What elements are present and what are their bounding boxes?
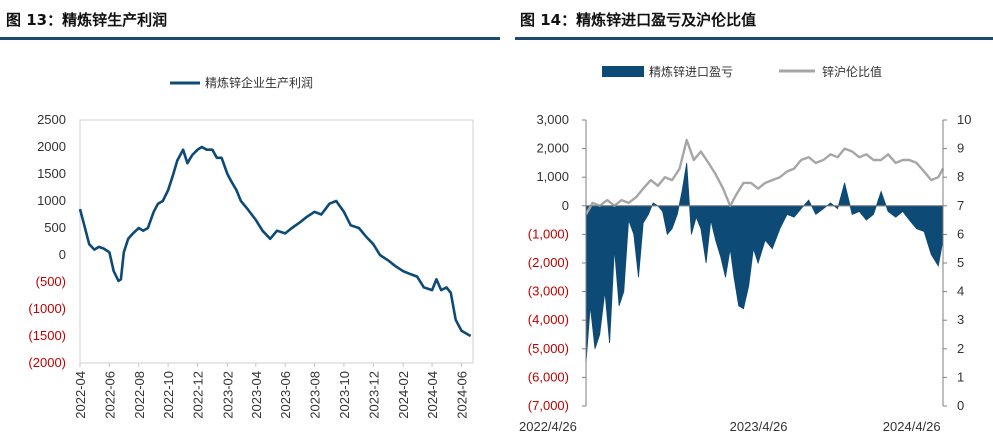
profit-y-tick-label: 1500 xyxy=(37,166,66,181)
profit-chart-legend: 精炼锌企业生产利润 xyxy=(170,75,313,90)
legend-label-import-profit: 精炼锌进口盈亏 xyxy=(649,64,733,79)
profit-x-tick-label: 2024-04 xyxy=(425,371,440,419)
profit-y-tick-label: 2000 xyxy=(37,139,66,154)
profit-x-tick-label: 2023-08 xyxy=(308,371,323,419)
profit-x-tick-label: 2023-10 xyxy=(337,371,352,419)
profit-y-tick-label: 2500 xyxy=(37,112,66,127)
ratio-y-tick-label: 0 xyxy=(957,398,964,413)
profit-x-tick-label: 2022-04 xyxy=(73,371,88,419)
import-y-tick-label: (1,000) xyxy=(528,226,569,241)
import-chart-legend: 精炼锌进口盈亏 锌沪伦比值 xyxy=(602,64,882,79)
profit-y-tick-label: 0 xyxy=(59,247,66,262)
profit-y-tick-label: (2000) xyxy=(28,355,66,370)
ratio-y-tick-label: 7 xyxy=(957,198,964,213)
profit-x-tick-label: 2023-02 xyxy=(220,371,235,419)
profit-x-tick-label: 2023-04 xyxy=(249,371,264,419)
import-x-tick-label: 2024/4/26 xyxy=(883,419,941,434)
legend-label-ratio: 锌沪伦比值 xyxy=(822,64,882,79)
left-chart-title: 图 13：精炼锌生产利润 xyxy=(6,11,168,29)
profit-x-tick-label: 2022-08 xyxy=(132,371,147,419)
profit-y-tick-label: (1000) xyxy=(28,301,66,316)
legend-swatch-import-profit xyxy=(602,66,644,77)
import-profit-area xyxy=(585,162,944,364)
profit-x-tick-label: 2022-06 xyxy=(102,371,117,419)
import-y-tick-label: 2,000 xyxy=(536,141,569,156)
import-y-tick-label: (2,000) xyxy=(528,255,569,270)
import-chart-axes: 3,000 2,000 1,000 0 (1,000) (2,000) (3,000) (4,… xyxy=(519,112,971,434)
right-chart-title: 图 14：精炼锌进口盈亏及沪伦比值 xyxy=(520,11,757,29)
profit-y-tick-label: 1000 xyxy=(37,193,66,208)
profit-x-tick-label: 2023-12 xyxy=(366,371,381,419)
import-y-tick-label: (6,000) xyxy=(528,369,569,384)
ratio-y-tick-label: 3 xyxy=(957,312,964,327)
profit-plot-frame xyxy=(79,119,474,364)
ratio-y-tick-label: 2 xyxy=(957,341,964,356)
profit-x-tick-label: 2024-06 xyxy=(454,371,469,419)
import-y-tick-label: (5,000) xyxy=(528,341,569,356)
profit-x-tick-label: 2024-02 xyxy=(396,371,411,419)
ratio-y-tick-label: 8 xyxy=(957,169,964,184)
ratio-y-tick-label: 6 xyxy=(957,226,964,241)
profit-chart-marks xyxy=(78,145,472,338)
ratio-y-tick-label: 5 xyxy=(957,255,964,270)
profit-y-tick-label: 500 xyxy=(44,220,66,235)
import-x-tick-label: 2023/4/26 xyxy=(730,419,788,434)
right-title-rule xyxy=(515,37,993,40)
profit-x-tick-label: 2023-06 xyxy=(278,371,293,419)
ratio-y-tick-label: 10 xyxy=(957,112,971,127)
ratio-series-line xyxy=(584,138,945,215)
import-y-tick-label: 0 xyxy=(562,198,569,213)
ratio-y-tick-label: 9 xyxy=(957,141,964,156)
profit-y-tick-label: (500) xyxy=(36,274,66,289)
profit-x-tick-label: 2022-12 xyxy=(191,371,206,419)
import-y-tick-label: 3,000 xyxy=(536,112,569,127)
profit-series-line xyxy=(78,145,472,338)
profit-chart-axes: 2500 2000 1500 1000 500 0 (500) (1000) (1500) (20… xyxy=(28,112,474,419)
profit-y-tick-label: (1500) xyxy=(28,328,66,343)
import-y-tick-label: (3,000) xyxy=(528,284,569,299)
import-y-tick-label: 1,000 xyxy=(536,169,569,184)
left-title-rule xyxy=(0,37,500,40)
legend-label-profit: 精炼锌企业生产利润 xyxy=(205,75,313,90)
ratio-y-tick-label: 1 xyxy=(957,369,964,384)
import-x-tick-label: 2022/4/26 xyxy=(519,419,577,434)
import-y-tick-label: (4,000) xyxy=(528,312,569,327)
ratio-y-tick-label: 4 xyxy=(957,284,964,299)
import-y-tick-label: (7,000) xyxy=(528,398,569,413)
import-chart-marks xyxy=(584,138,945,364)
profit-x-tick-label: 2022-10 xyxy=(161,371,176,419)
profit-line-chart: 精炼锌企业生产利润 2500 2000 1500 1000 500 0 (500) (1000… xyxy=(28,75,474,419)
